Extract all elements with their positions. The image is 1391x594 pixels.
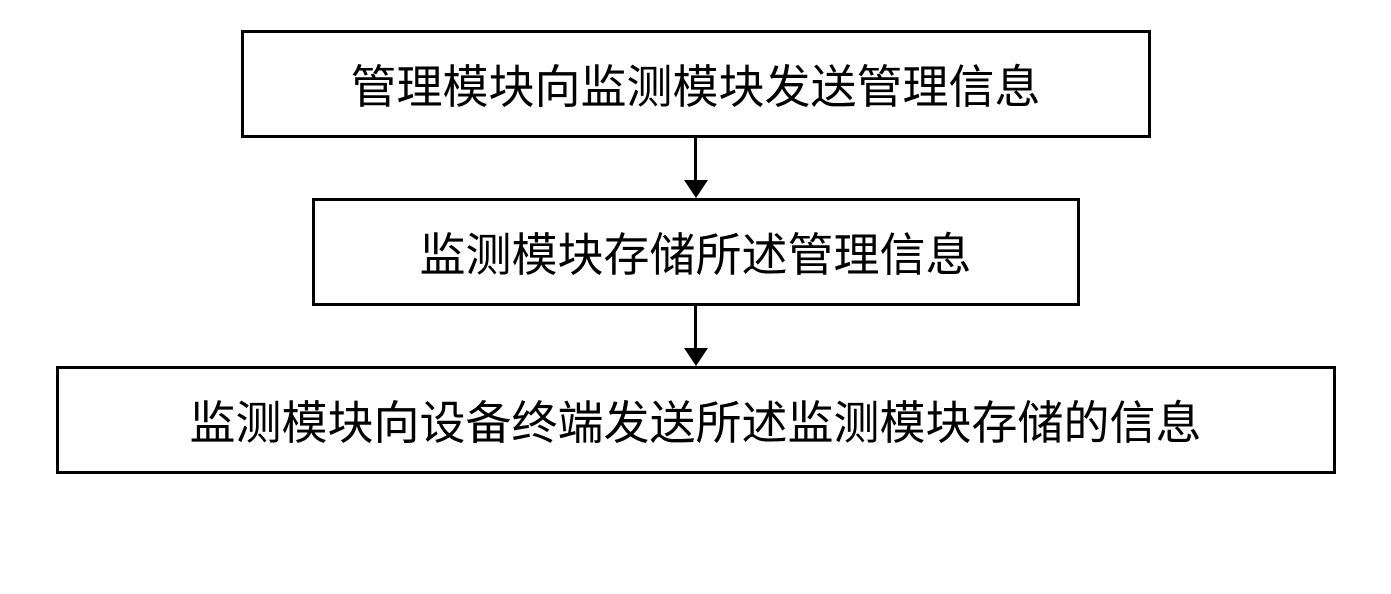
flowchart-arrow-1 — [684, 138, 708, 198]
flowchart-node-1: 管理模块向监测模块发送管理信息 — [241, 30, 1151, 138]
flowchart-node-1-label: 管理模块向监测模块发送管理信息 — [351, 51, 1041, 117]
arrow-head-icon — [684, 180, 708, 198]
flowchart-arrow-2 — [684, 306, 708, 366]
arrow-head-icon — [684, 348, 708, 366]
flowchart-node-3-label: 监测模块向设备终端发送所述监测模块存储的信息 — [190, 387, 1202, 453]
flowchart-node-2-label: 监测模块存储所述管理信息 — [420, 219, 972, 285]
arrow-line — [694, 138, 697, 180]
flowchart-node-3: 监测模块向设备终端发送所述监测模块存储的信息 — [56, 366, 1336, 474]
flowchart-container: 管理模块向监测模块发送管理信息 监测模块存储所述管理信息 监测模块向设备终端发送… — [56, 30, 1336, 474]
flowchart-node-2: 监测模块存储所述管理信息 — [312, 198, 1080, 306]
arrow-line — [694, 306, 697, 348]
